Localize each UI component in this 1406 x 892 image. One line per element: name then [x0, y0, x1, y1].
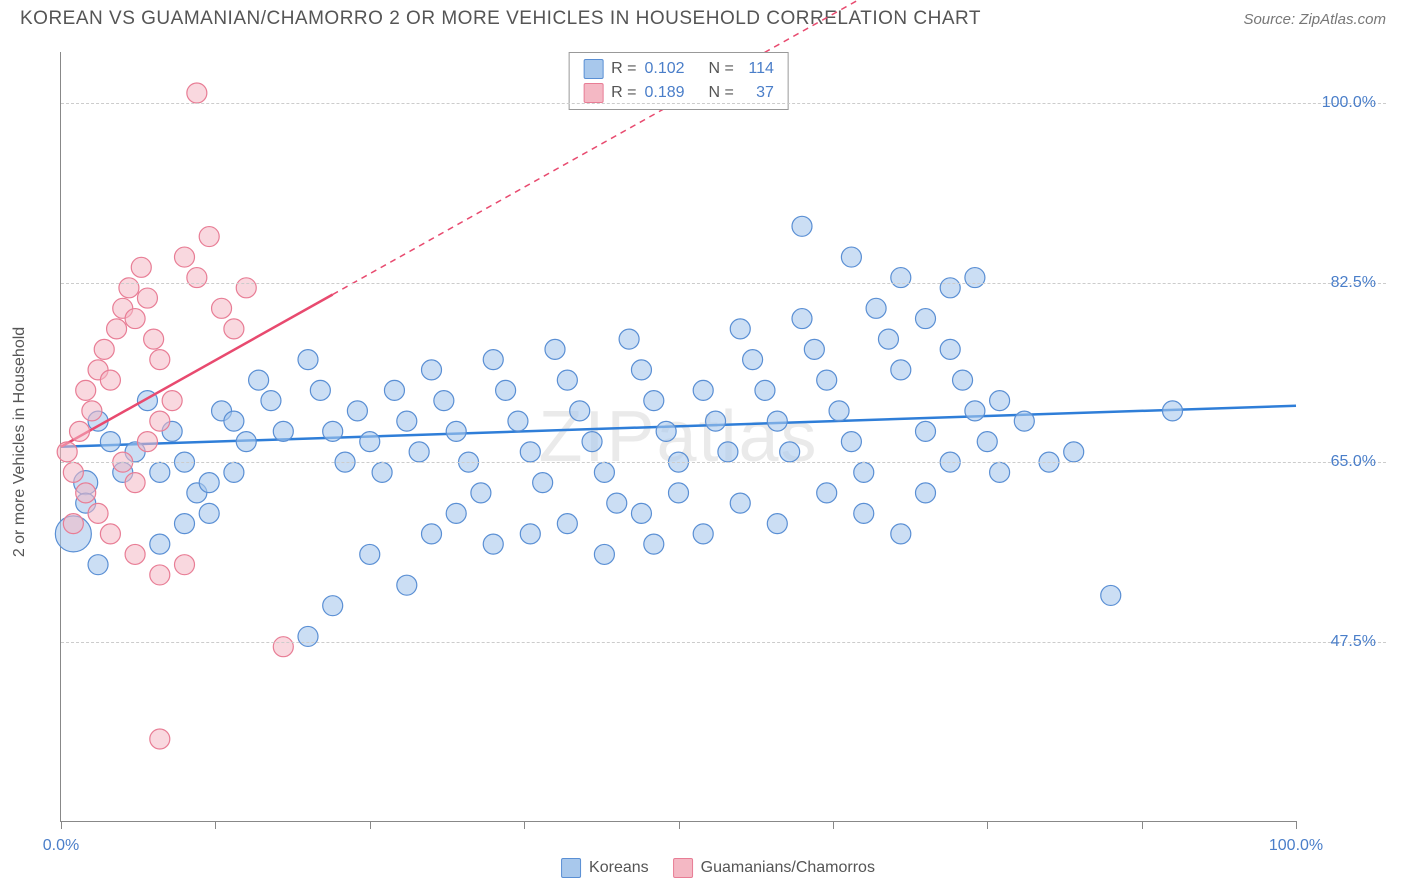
stat-n-label: N =: [709, 57, 734, 81]
legend-swatch: [583, 83, 603, 103]
gridline: [61, 462, 1386, 463]
x-tick: [679, 821, 680, 829]
chart-container: 2 or more Vehicles in Household ZIPatlas…: [50, 42, 1386, 842]
x-tick: [1296, 821, 1297, 829]
gridline: [61, 642, 1386, 643]
stat-r-value: 0.102: [644, 57, 684, 81]
legend-swatch: [561, 858, 581, 878]
legend-item: Guamanians/Chamorros: [673, 858, 875, 878]
y-axis-label: 2 or more Vehicles in Household: [11, 327, 29, 557]
x-tick: [833, 821, 834, 829]
chart-header: KOREAN VS GUAMANIAN/CHAMORRO 2 OR MORE V…: [0, 0, 1406, 34]
legend-swatch: [673, 858, 693, 878]
x-tick: [370, 821, 371, 829]
chart-title: KOREAN VS GUAMANIAN/CHAMORRO 2 OR MORE V…: [20, 8, 981, 30]
x-tick: [1142, 821, 1143, 829]
x-tick: [215, 821, 216, 829]
x-tick: [524, 821, 525, 829]
legend-item: Koreans: [561, 858, 649, 878]
gridline: [61, 283, 1386, 284]
y-tick-label: 47.5%: [1331, 633, 1376, 651]
x-tick-label: 0.0%: [43, 837, 79, 855]
bottom-legend: Koreans Guamanians/Chamorros: [561, 858, 875, 878]
x-tick: [61, 821, 62, 829]
legend-swatch: [583, 59, 603, 79]
gridline: [61, 103, 1386, 104]
x-tick: [987, 821, 988, 829]
legend-label: Koreans: [589, 859, 649, 877]
stats-row: R = 0.189 N = 37: [583, 81, 774, 105]
stat-n-value: 114: [742, 57, 774, 81]
y-tick-label: 82.5%: [1331, 274, 1376, 292]
y-tick-label: 65.0%: [1331, 453, 1376, 471]
stats-box: R = 0.102 N = 114 R = 0.189 N = 37: [568, 52, 789, 110]
stats-row: R = 0.102 N = 114: [583, 57, 774, 81]
plot-area: ZIPatlas R =0.102N =114R =0.189N =37 47.…: [60, 52, 1296, 822]
chart-svg: [61, 52, 1296, 821]
stat-r-label: R =: [611, 81, 636, 105]
chart-source: Source: ZipAtlas.com: [1243, 11, 1386, 28]
legend-label: Guamanians/Chamorros: [701, 859, 875, 877]
stat-r-label: R =: [611, 57, 636, 81]
x-tick-label: 100.0%: [1269, 837, 1323, 855]
stat-n-label: N =: [709, 81, 734, 105]
stat-r-value: 0.189: [644, 81, 684, 105]
stat-n-value: 37: [742, 81, 774, 105]
y-tick-label: 100.0%: [1322, 94, 1376, 112]
